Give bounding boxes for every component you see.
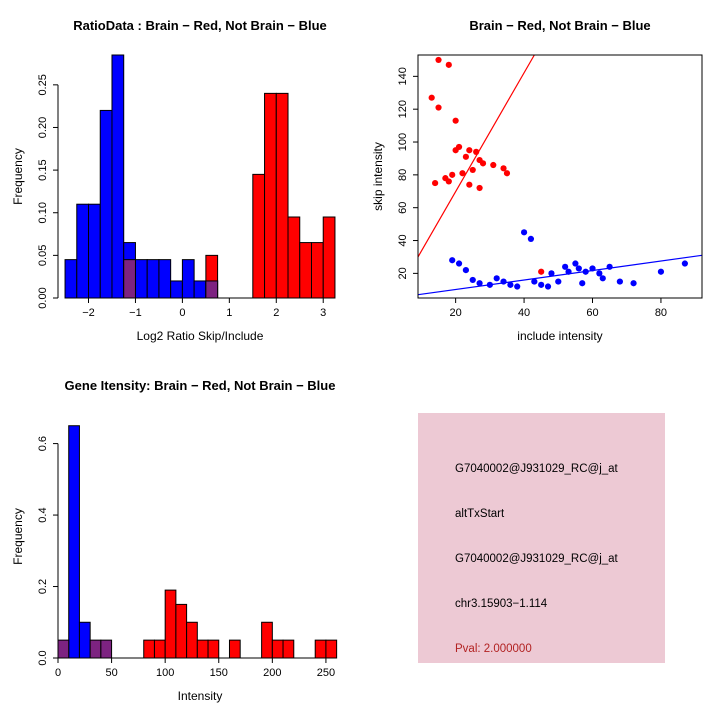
svg-text:0.0: 0.0 — [37, 650, 49, 665]
svg-text:skip intensity: skip intensity — [371, 142, 385, 211]
svg-text:Frequency: Frequency — [11, 508, 25, 565]
svg-text:250: 250 — [317, 667, 335, 679]
panel-gene-intensity-histogram: 0 50 100 150 200 250 0.0 0.2 0.4 0.6 Intensity Freq… — [0, 360, 360, 720]
svg-text:60: 60 — [586, 307, 598, 319]
svg-text:80: 80 — [655, 307, 667, 319]
svg-text:0.00: 0.00 — [37, 287, 49, 308]
svg-text:80: 80 — [397, 169, 409, 181]
svg-text:100: 100 — [397, 133, 409, 151]
svg-text:RatioData : Brain − Red, Not B: RatioData : Brain − Red, Not Brain − Blu… — [73, 18, 327, 33]
svg-text:0: 0 — [179, 307, 185, 319]
svg-text:0: 0 — [55, 667, 61, 679]
svg-text:50: 50 — [105, 667, 117, 679]
svg-text:60: 60 — [397, 202, 409, 214]
pval-line: Pval: 2.000000 — [455, 643, 532, 655]
svg-text:0.2: 0.2 — [37, 579, 49, 594]
ratio-histogram-chart: −2 −1 0 1 2 3 0.00 0.05 0.10 0.15 0.20 0.25 Log2 Rat… — [11, 18, 336, 343]
svg-text:0.05: 0.05 — [37, 245, 49, 266]
svg-text:200: 200 — [263, 667, 281, 679]
svg-text:include intensity: include intensity — [517, 329, 602, 343]
probe-id-line: G7040002@J931029_RC@j_at — [455, 463, 618, 475]
svg-text:Intensity: Intensity — [178, 689, 223, 703]
svg-text:0.6: 0.6 — [37, 436, 49, 451]
svg-text:0.10: 0.10 — [37, 202, 49, 223]
svg-text:Log2 Ratio Skip/Include: Log2 Ratio Skip/Include — [137, 329, 264, 343]
chromosome-location-line: chr3.15903−1.114 — [455, 598, 548, 610]
svg-text:−1: −1 — [129, 307, 142, 319]
probe-id-line-2: G7040002@J931029_RC@j_at — [455, 553, 618, 565]
svg-text:3: 3 — [320, 307, 326, 319]
intensity-scatter-chart: 20 40 60 80 20 40 60 80 100 120 140 include intensi… — [371, 18, 703, 343]
svg-text:150: 150 — [210, 667, 228, 679]
svg-text:Gene Itensity: Brain − Red, No: Gene Itensity: Brain − Red, Not Brain − … — [65, 378, 336, 393]
svg-text:Brain − Red, Not Brain − Blue: Brain − Red, Not Brain − Blue — [469, 18, 650, 33]
svg-text:0.4: 0.4 — [37, 507, 49, 522]
svg-text:0.20: 0.20 — [37, 117, 49, 138]
svg-text:120: 120 — [397, 100, 409, 118]
panel-info: G7040002@J931029_RC@j_at altTxStart G704… — [360, 360, 720, 720]
svg-text:140: 140 — [397, 67, 409, 85]
gene-intensity-histogram-chart: 0 50 100 150 200 250 0.0 0.2 0.4 0.6 Intensity Freq… — [11, 378, 338, 703]
svg-text:40: 40 — [518, 307, 530, 319]
panel-ratio-histogram: −2 −1 0 1 2 3 0.00 0.05 0.10 0.15 0.20 0.25 Log2 Rat… — [0, 0, 360, 360]
svg-text:Frequency: Frequency — [11, 148, 25, 205]
info-box: G7040002@J931029_RC@j_at altTxStart G704… — [418, 413, 665, 663]
event-type-line: altTxStart — [455, 508, 505, 520]
svg-text:0.25: 0.25 — [37, 74, 49, 95]
svg-text:0.15: 0.15 — [37, 159, 49, 180]
svg-text:2: 2 — [273, 307, 279, 319]
svg-text:100: 100 — [156, 667, 174, 679]
svg-text:20: 20 — [397, 267, 409, 279]
panel-intensity-scatter: 20 40 60 80 20 40 60 80 100 120 140 include intensi… — [360, 0, 720, 360]
svg-text:1: 1 — [226, 307, 232, 319]
svg-text:40: 40 — [397, 234, 409, 246]
svg-text:20: 20 — [450, 307, 462, 319]
svg-text:−2: −2 — [82, 307, 95, 319]
